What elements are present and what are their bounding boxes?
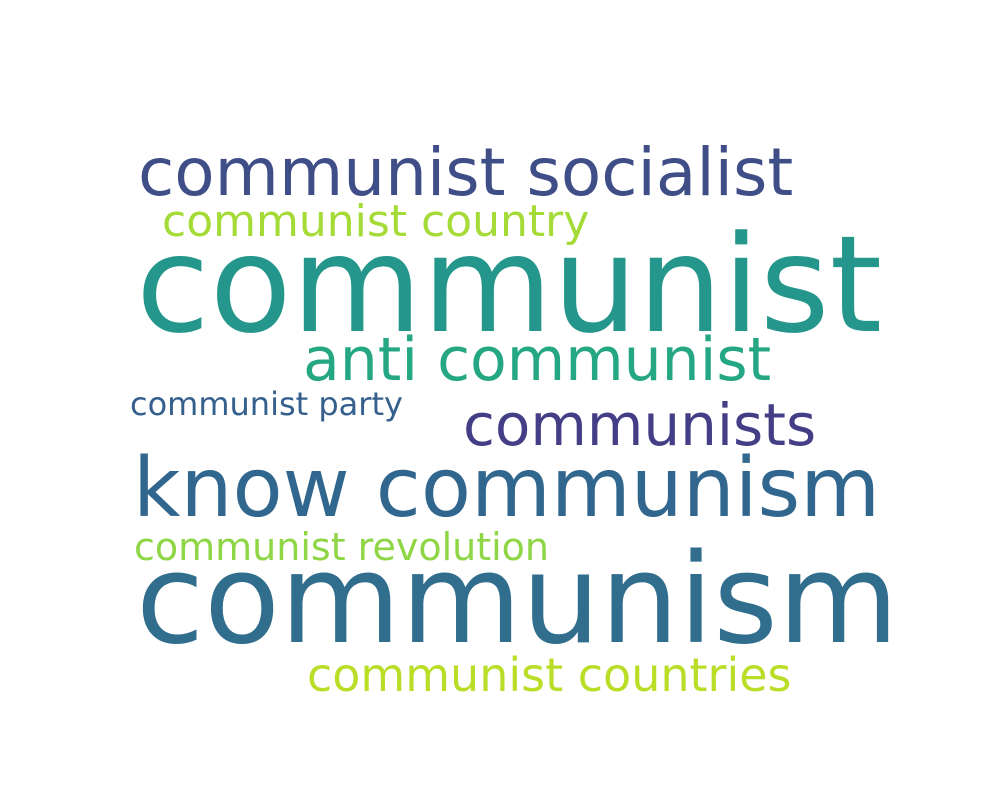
word-communist-countries: communist countries — [307, 648, 792, 702]
word-know-communism: know communism — [133, 441, 881, 536]
word-communists: communists — [463, 391, 817, 459]
word-communist-socialist: communist socialist — [138, 134, 794, 211]
word-communist: communist — [136, 207, 883, 363]
word-communist-revolution: communist revolution — [134, 525, 550, 569]
word-communism: communism — [136, 528, 899, 672]
word-communist-country: communist country — [162, 196, 590, 247]
word-communist-party: communist party — [130, 385, 403, 423]
word-anti-communist: anti communist — [303, 325, 772, 395]
